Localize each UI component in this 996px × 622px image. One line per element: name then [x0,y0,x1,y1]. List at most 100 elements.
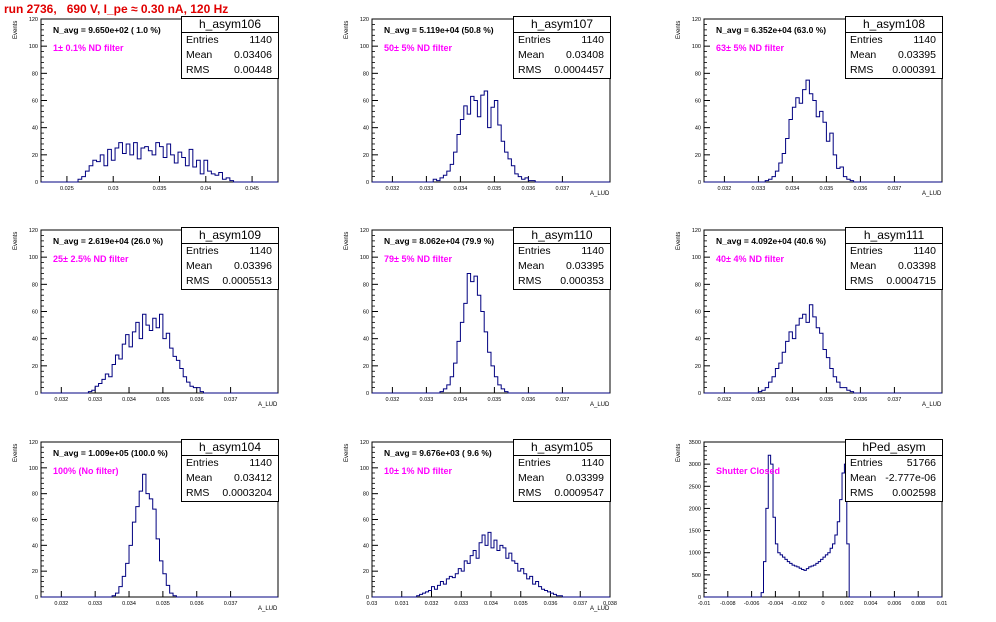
x-tick-label: 0.034 [122,397,136,403]
stats-value: 0.03408 [566,49,604,61]
stats-key: Entries [186,34,219,46]
stats-value: 0.002598 [892,487,936,499]
x-tick-label: 0.032 [54,601,68,607]
page-title: run 2736, 690 V, I_pe ≈ 0.30 nA, 120 Hz [4,2,229,16]
stats-key: Entries [186,457,219,469]
stats-value: 1140 [913,34,936,46]
y-tick-label: 100 [29,466,38,472]
stats-key: RMS [850,64,874,76]
stats-value: 0.0003204 [222,487,272,499]
stats-value: 1140 [249,34,272,46]
stats-title: h_asym107 [514,17,610,33]
stats-box: hPed_asym Entries 51766 Mean -2.777e-06 RMS 0.… [845,439,943,502]
x-tick-label: 0.002 [840,601,854,607]
x-tick-label: 0.033 [88,397,102,403]
histogram-line-h_asym107 [372,90,610,183]
x-tick-label: 0.037 [556,397,570,403]
stats-key: Mean [850,260,877,272]
x-axis-label: A_LUD [258,606,278,612]
x-tick-label: 0.01 [937,601,948,607]
x-tick-label: 0.034 [454,397,468,403]
stats-value: 0.0004715 [886,275,936,287]
n-avg-label: N_avg = 2.619e+04 (26.0 %) [53,236,164,246]
y-tick-label: 20 [363,569,369,575]
stats-value: 0.03395 [898,49,936,61]
x-tick-label: 0.035 [488,397,502,403]
x-tick-label: 0.035 [156,397,170,403]
stats-box: h_asym108 Entries 1140 Mean 0.03395 RMS 0.0003… [845,16,943,79]
y-tick-label: 0 [35,391,38,397]
stats-title: h_asym108 [846,17,942,33]
y-tick-label: 60 [363,518,369,524]
y-tick-label: 120 [360,17,369,23]
stats-row-mean: Mean 0.03396 [182,259,278,274]
y-tick-label: 120 [360,440,369,446]
y-tick-label: 0 [366,595,369,601]
stats-row-rms: RMS 0.00448 [182,63,278,78]
x-tick-label: -0.006 [744,601,760,607]
histogram-line-hPed_asym [704,454,942,598]
y-tick-label: 40 [363,337,369,343]
stats-value: 1140 [249,245,272,257]
x-tick-label: 0.036 [854,186,868,192]
x-tick-label: 0.036 [190,601,204,607]
y-tick-label: 100 [29,44,38,50]
filter-label: 63± 5% ND filter [716,43,784,53]
x-tick-label: 0.034 [786,186,800,192]
y-tick-label: 60 [32,310,38,316]
x-tick-label: 0.032 [718,397,732,403]
x-axis-label: A_LUD [922,191,942,197]
y-tick-label: 40 [32,543,38,549]
y-tick-label: 80 [32,492,38,498]
n-avg-label: N_avg = 9.676e+03 ( 9.6 %) [384,448,492,458]
stats-value: 0.03412 [234,472,272,484]
stats-row-mean: Mean 0.03395 [846,48,942,63]
stats-row-entries: Entries 1140 [182,244,278,259]
y-tick-label: 60 [363,310,369,316]
y-tick-label: 60 [32,518,38,524]
y-tick-label: 40 [32,337,38,343]
x-tick-label: 0.033 [454,601,468,607]
stats-value: 0.03406 [234,49,272,61]
y-tick-label: 3500 [689,440,701,446]
stats-row-rms: RMS 0.0003204 [182,486,278,501]
stats-row-entries: Entries 1140 [514,456,610,471]
x-tick-label: 0.004 [864,601,878,607]
stats-row-entries: Entries 1140 [514,33,610,48]
stats-row-mean: Mean 0.03406 [182,48,278,63]
y-tick-label: 3000 [689,462,701,468]
filter-label: 100% (No filter) [53,466,119,476]
stats-title: h_asym110 [514,228,610,244]
stats-value: 0.0005513 [222,275,272,287]
stats-key: Mean [518,472,545,484]
stats-value: 1140 [913,245,936,257]
stats-row-entries: Entries 1140 [514,244,610,259]
y-tick-label: 0 [698,180,701,186]
filter-label: 79± 5% ND filter [384,254,452,264]
stats-row-entries: Entries 51766 [846,456,942,471]
stats-value: 0.03395 [566,260,604,272]
stats-value: 0.03399 [566,472,604,484]
histogram-line-h_asym109 [41,313,278,394]
y-tick-label: 0 [698,595,701,601]
stats-key: Mean [186,49,213,61]
stats-key: RMS [518,487,542,499]
x-axis-label: A_LUD [590,402,610,408]
y-tick-label: 120 [29,17,38,23]
stats-row-mean: Mean 0.03408 [514,48,610,63]
y-tick-label: 20 [32,569,38,575]
y-tick-label: 40 [363,543,369,549]
filter-label: 1± 0.1% ND filter [53,43,124,53]
histogram-line-h_asym110 [372,272,610,394]
stats-key: Mean [850,49,877,61]
y-tick-label: 100 [692,44,701,50]
x-tick-label: 0.006 [888,601,902,607]
x-tick-label: 0.033 [420,186,434,192]
y-tick-label: 0 [366,180,369,186]
stats-row-entries: Entries 1140 [846,33,942,48]
